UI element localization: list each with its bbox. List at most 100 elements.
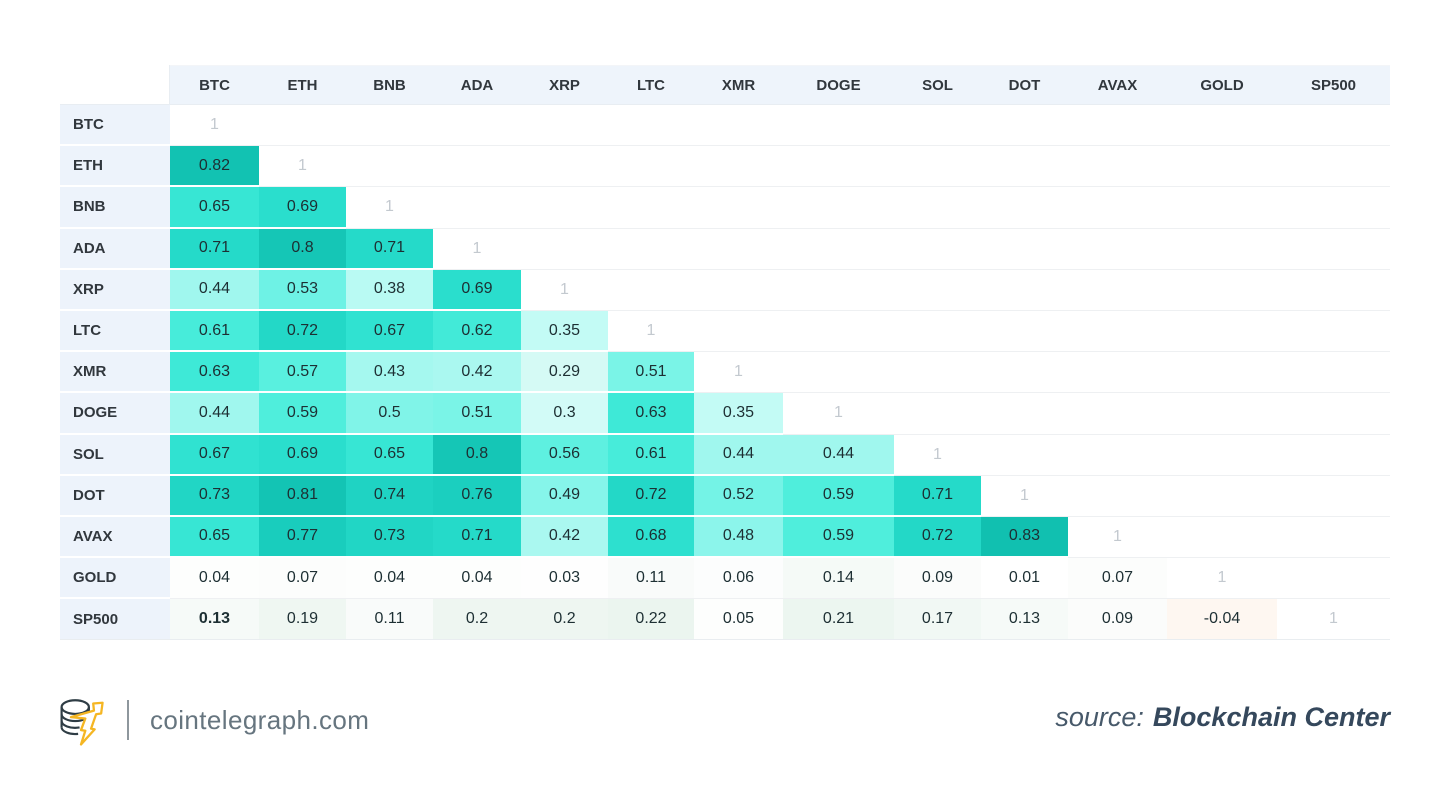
cell-xrp-eth: 0.53 <box>259 269 346 311</box>
column-header-ltc: LTC <box>608 65 694 105</box>
cell-empty <box>894 393 981 435</box>
cell-sol-doge: 0.44 <box>783 434 894 476</box>
cell-avax-self: 1 <box>1068 516 1167 559</box>
cell-dot-self: 1 <box>981 475 1068 517</box>
cell-empty <box>694 310 783 353</box>
cell-empty <box>1167 516 1277 559</box>
cell-bnb-self: 1 <box>346 187 433 229</box>
cell-empty <box>1167 269 1277 311</box>
cell-sp500-sol: 0.17 <box>894 599 981 641</box>
cell-gold-doge: 0.14 <box>783 558 894 600</box>
cell-empty <box>981 269 1068 311</box>
cell-empty <box>1277 558 1390 600</box>
cell-gold-eth: 0.07 <box>259 558 346 600</box>
cell-empty <box>694 105 783 147</box>
column-header-ada: ADA <box>433 65 521 105</box>
cell-xmr-xrp: 0.29 <box>521 352 608 394</box>
cell-sp500-xrp: 0.2 <box>521 599 608 641</box>
cell-empty <box>608 228 694 270</box>
row-label-dot: DOT <box>60 475 170 517</box>
cell-empty <box>894 228 981 270</box>
cell-empty <box>783 228 894 270</box>
cell-sol-eth: 0.69 <box>259 434 346 476</box>
cell-eth-self: 1 <box>259 146 346 188</box>
cell-empty <box>1277 434 1390 476</box>
column-header-btc: BTC <box>170 65 259 105</box>
matrix-row-bnb: BNB 0.65 0.69 1 <box>60 187 1390 229</box>
source-label: source: <box>1055 702 1144 732</box>
cell-doge-bnb: 0.5 <box>346 393 433 435</box>
cell-empty <box>694 187 783 229</box>
cell-empty <box>783 310 894 353</box>
cell-avax-btc: 0.65 <box>170 516 259 559</box>
cell-sp500-dot: 0.13 <box>981 599 1068 641</box>
row-label-gold: GOLD <box>60 558 170 600</box>
cell-avax-xmr: 0.48 <box>694 516 783 559</box>
column-header-eth: ETH <box>259 65 346 105</box>
cell-gold-avax: 0.07 <box>1068 558 1167 600</box>
cell-gold-ada: 0.04 <box>433 558 521 600</box>
row-label-xrp: XRP <box>60 269 170 311</box>
cell-avax-ada: 0.71 <box>433 516 521 559</box>
header-row: BTC ETH BNB ADA XRP LTC XMR DOGE SOL DOT AVAX GOLD S… <box>60 65 1390 105</box>
cell-empty <box>346 146 433 188</box>
cell-sol-xmr: 0.44 <box>694 434 783 476</box>
cell-gold-self: 1 <box>1167 558 1277 600</box>
cell-sp500-btc: 0.13 <box>170 599 259 641</box>
cell-ada-btc: 0.71 <box>170 228 259 270</box>
cell-empty <box>981 352 1068 394</box>
cell-empty <box>1068 228 1167 270</box>
cell-empty <box>521 187 608 229</box>
cell-ltc-eth: 0.72 <box>259 310 346 353</box>
matrix-row-ltc: LTC 0.61 0.72 0.67 0.62 0.35 1 <box>60 310 1390 353</box>
cell-empty <box>521 105 608 147</box>
cell-empty <box>894 310 981 353</box>
cell-avax-sol: 0.72 <box>894 516 981 559</box>
cell-sol-bnb: 0.65 <box>346 434 433 476</box>
cell-empty <box>1068 352 1167 394</box>
cell-gold-xmr: 0.06 <box>694 558 783 600</box>
cell-sp500-gold: -0.04 <box>1167 599 1277 641</box>
cell-empty <box>1167 352 1277 394</box>
cell-xrp-bnb: 0.38 <box>346 269 433 311</box>
cell-empty <box>894 146 981 188</box>
cell-dot-sol: 0.71 <box>894 475 981 517</box>
cell-empty <box>783 187 894 229</box>
cell-sol-btc: 0.67 <box>170 434 259 476</box>
row-label-bnb: BNB <box>60 187 170 229</box>
cell-doge-xrp: 0.3 <box>521 393 608 435</box>
cell-gold-bnb: 0.04 <box>346 558 433 600</box>
cell-ltc-bnb: 0.67 <box>346 310 433 353</box>
column-header-doge: DOGE <box>783 65 894 105</box>
brand-domain-text: cointelegraph.com <box>150 704 370 735</box>
cell-empty <box>259 105 346 147</box>
cell-empty <box>1167 434 1277 476</box>
cell-empty <box>1167 146 1277 188</box>
matrix-row-gold: GOLD 0.04 0.07 0.04 0.04 0.03 0.11 0.06 0.14 0.09… <box>60 558 1390 600</box>
brand-lockup: cointelegraph.com <box>58 691 369 749</box>
cell-empty <box>1277 228 1390 270</box>
cell-empty <box>1167 393 1277 435</box>
row-label-xmr: XMR <box>60 352 170 394</box>
column-header-xmr: XMR <box>694 65 783 105</box>
matrix-row-sp500: SP500 0.13 0.19 0.11 0.2 0.2 0.22 0.05 0.21 0.17 0… <box>60 599 1390 641</box>
column-header-dot: DOT <box>981 65 1068 105</box>
cell-empty <box>608 187 694 229</box>
row-label-sp500: SP500 <box>60 599 170 641</box>
cell-xmr-btc: 0.63 <box>170 352 259 394</box>
cell-dot-ada: 0.76 <box>433 475 521 517</box>
cell-avax-eth: 0.77 <box>259 516 346 559</box>
cell-empty <box>1277 187 1390 229</box>
row-label-doge: DOGE <box>60 393 170 435</box>
cell-dot-xmr: 0.52 <box>694 475 783 517</box>
matrix-row-btc: BTC 1 <box>60 105 1390 147</box>
cell-sp500-doge: 0.21 <box>783 599 894 641</box>
row-label-btc: BTC <box>60 105 170 147</box>
cell-empty <box>1068 105 1167 147</box>
cell-ltc-self: 1 <box>608 310 694 353</box>
cell-avax-ltc: 0.68 <box>608 516 694 559</box>
cell-empty <box>1068 475 1167 517</box>
cell-gold-btc: 0.04 <box>170 558 259 600</box>
cell-eth-btc: 0.82 <box>170 146 259 188</box>
lightning-t-icon <box>69 701 104 746</box>
